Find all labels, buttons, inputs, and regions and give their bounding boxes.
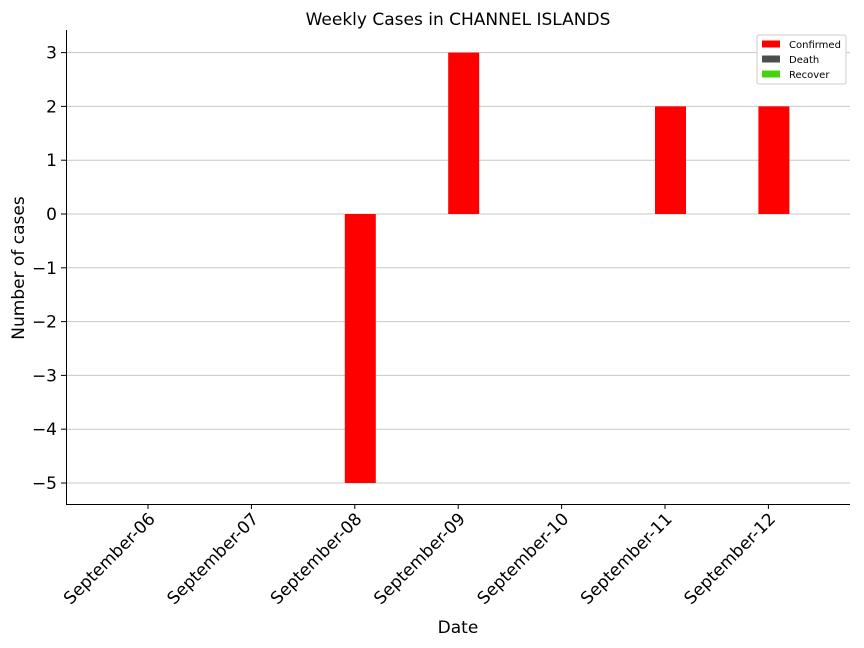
y-ticks: 3 2 1 0 −1 −2 −3 −4 −5 [32, 44, 66, 494]
y-tick-label: −4 [32, 420, 57, 440]
y-tick-label: −3 [32, 366, 57, 386]
bars [344, 52, 790, 483]
y-tick-label: 2 [46, 97, 57, 117]
y-tick-label: 1 [46, 151, 57, 171]
x-tick-label: September-12 [680, 509, 779, 608]
y-tick-label: −1 [32, 259, 57, 279]
grid-lines [66, 52, 850, 484]
x-tick-label: September-06 [60, 509, 159, 608]
x-tick-label: September-07 [163, 509, 262, 608]
legend-label-recover: Recover [789, 70, 830, 81]
x-tick-label: September-11 [577, 509, 676, 608]
legend-swatch-recover [762, 70, 780, 78]
x-tick-label: September-10 [474, 509, 573, 608]
x-ticks: September-06 September-07 September-08 Sept… [60, 504, 780, 609]
legend: Confirmed Death Recover [756, 34, 847, 85]
legend-item-recover: Recover [762, 70, 830, 81]
legend-item-confirmed: Confirmed [762, 40, 841, 51]
chart-title: Weekly Cases in CHANNEL ISLANDS [306, 10, 611, 30]
bar-confirmed [758, 106, 790, 214]
x-tick-label: September-09 [370, 509, 469, 608]
x-axis-label: Date [438, 618, 479, 638]
legend-label-confirmed: Confirmed [789, 40, 841, 51]
bar-confirmed [344, 214, 376, 483]
y-tick-label: 0 [46, 205, 57, 225]
bar-confirmed [655, 106, 686, 214]
y-tick-label: −5 [32, 474, 57, 494]
legend-item-death: Death [762, 55, 819, 66]
x-tick-label: September-08 [267, 509, 366, 608]
bar-confirmed [448, 52, 480, 214]
y-tick-label: 3 [46, 44, 57, 64]
legend-label-death: Death [789, 55, 819, 66]
y-tick-label: −2 [32, 313, 57, 333]
legend-swatch-death [762, 55, 780, 63]
y-axis-label: Number of cases [9, 196, 29, 340]
legend-swatch-confirmed [762, 40, 780, 48]
